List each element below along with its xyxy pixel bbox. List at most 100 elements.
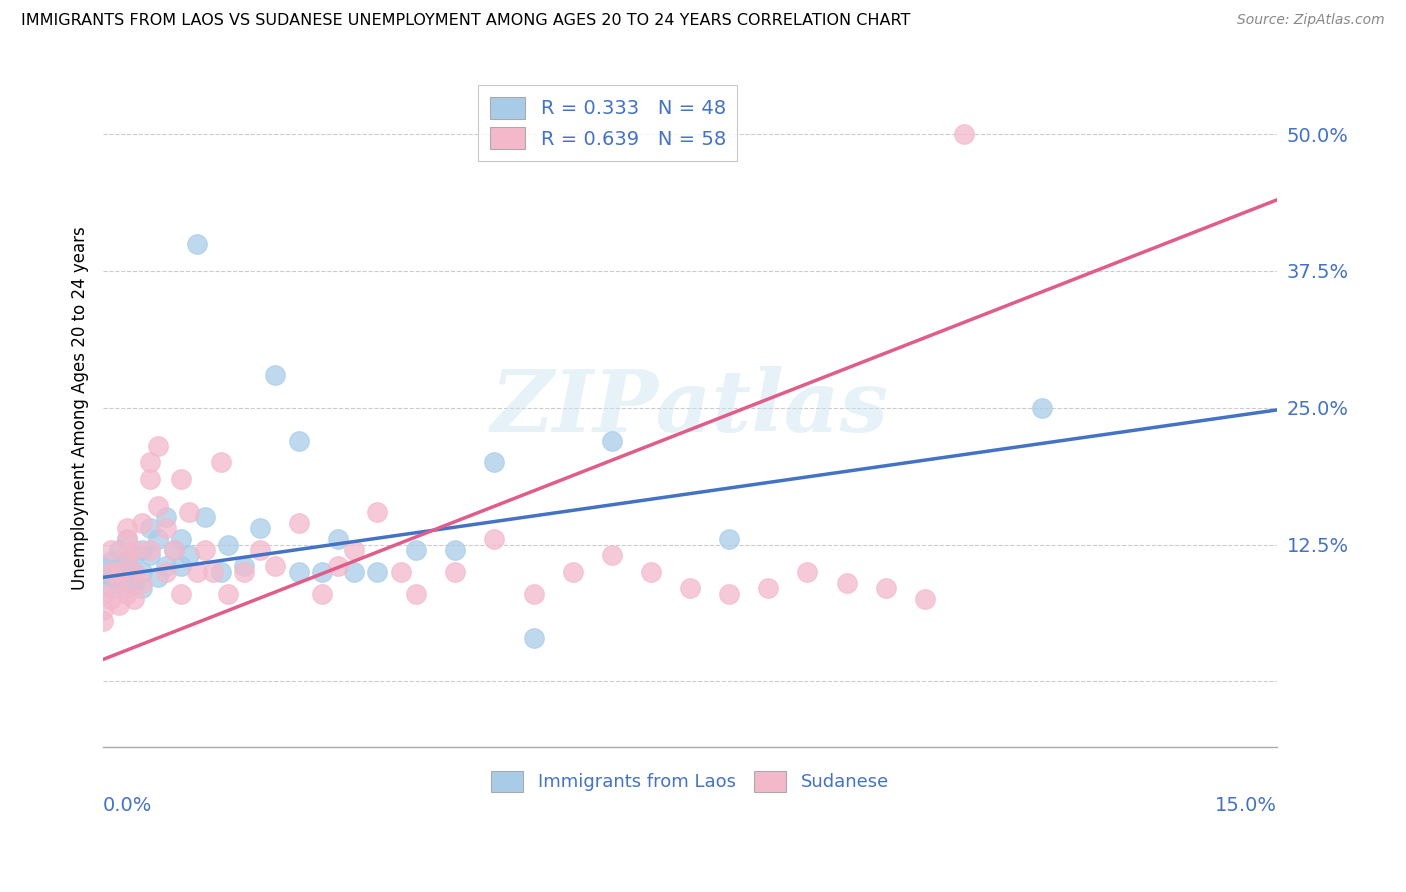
Point bbox=[326, 559, 349, 574]
Point bbox=[405, 543, 427, 558]
Point bbox=[139, 521, 162, 535]
Point bbox=[115, 582, 138, 596]
Point bbox=[209, 565, 232, 579]
Point bbox=[170, 532, 193, 546]
Point bbox=[124, 565, 146, 579]
Point bbox=[155, 559, 177, 574]
Point bbox=[287, 516, 309, 530]
Point bbox=[194, 543, 217, 558]
Point bbox=[366, 505, 388, 519]
Point bbox=[100, 570, 122, 584]
Text: 0.0%: 0.0% bbox=[103, 796, 152, 814]
Point bbox=[170, 472, 193, 486]
Point bbox=[249, 521, 271, 535]
Point bbox=[146, 532, 169, 546]
Point bbox=[389, 565, 412, 579]
Point bbox=[139, 543, 162, 558]
Point bbox=[162, 543, 184, 558]
Point bbox=[162, 543, 184, 558]
Point bbox=[170, 559, 193, 574]
Point bbox=[756, 582, 779, 596]
Point bbox=[522, 587, 544, 601]
Point bbox=[186, 236, 208, 251]
Point bbox=[100, 592, 122, 607]
Text: ZIPatlas: ZIPatlas bbox=[491, 366, 889, 450]
Point bbox=[155, 510, 177, 524]
Point bbox=[124, 565, 146, 579]
Point bbox=[311, 565, 333, 579]
Point bbox=[201, 565, 224, 579]
Text: 15.0%: 15.0% bbox=[1215, 796, 1277, 814]
Point bbox=[155, 521, 177, 535]
Point bbox=[146, 570, 169, 584]
Point bbox=[131, 543, 153, 558]
Point bbox=[249, 543, 271, 558]
Point bbox=[287, 434, 309, 448]
Point bbox=[217, 537, 239, 551]
Point bbox=[640, 565, 662, 579]
Point bbox=[484, 532, 506, 546]
Point bbox=[107, 598, 129, 612]
Point bbox=[179, 505, 201, 519]
Text: IMMIGRANTS FROM LAOS VS SUDANESE UNEMPLOYMENT AMONG AGES 20 TO 24 YEARS CORRELAT: IMMIGRANTS FROM LAOS VS SUDANESE UNEMPLO… bbox=[21, 13, 911, 29]
Point bbox=[217, 587, 239, 601]
Point bbox=[835, 575, 858, 590]
Point bbox=[155, 565, 177, 579]
Point bbox=[131, 582, 153, 596]
Point bbox=[115, 532, 138, 546]
Point bbox=[139, 455, 162, 469]
Point bbox=[91, 587, 114, 601]
Point bbox=[796, 565, 818, 579]
Point bbox=[146, 500, 169, 514]
Point bbox=[115, 549, 138, 563]
Point bbox=[342, 565, 364, 579]
Text: Source: ZipAtlas.com: Source: ZipAtlas.com bbox=[1237, 13, 1385, 28]
Point bbox=[522, 631, 544, 645]
Point bbox=[139, 549, 162, 563]
Point bbox=[131, 575, 153, 590]
Point bbox=[107, 565, 129, 579]
Point bbox=[91, 603, 114, 617]
Point bbox=[100, 554, 122, 568]
Point bbox=[186, 565, 208, 579]
Point bbox=[194, 510, 217, 524]
Point bbox=[115, 521, 138, 535]
Point bbox=[405, 587, 427, 601]
Point bbox=[91, 570, 114, 584]
Point bbox=[100, 565, 122, 579]
Point bbox=[679, 582, 702, 596]
Point bbox=[326, 532, 349, 546]
Point bbox=[179, 549, 201, 563]
Point bbox=[561, 565, 583, 579]
Point bbox=[600, 434, 623, 448]
Point bbox=[91, 614, 114, 628]
Point bbox=[718, 532, 741, 546]
Point bbox=[124, 592, 146, 607]
Point bbox=[342, 543, 364, 558]
Point bbox=[264, 368, 287, 382]
Point bbox=[264, 559, 287, 574]
Point bbox=[115, 587, 138, 601]
Point bbox=[233, 565, 256, 579]
Point bbox=[107, 543, 129, 558]
Point bbox=[100, 582, 122, 596]
Point bbox=[287, 565, 309, 579]
Point bbox=[91, 559, 114, 574]
Point bbox=[600, 549, 623, 563]
Point bbox=[146, 439, 169, 453]
Point bbox=[444, 565, 467, 579]
Point bbox=[875, 582, 897, 596]
Point bbox=[233, 559, 256, 574]
Point bbox=[131, 516, 153, 530]
Point bbox=[953, 127, 976, 141]
Point bbox=[170, 587, 193, 601]
Point bbox=[1031, 401, 1053, 415]
Point bbox=[139, 472, 162, 486]
Point bbox=[107, 559, 129, 574]
Point bbox=[124, 543, 146, 558]
Legend: Immigrants from Laos, Sudanese: Immigrants from Laos, Sudanese bbox=[484, 764, 897, 799]
Point bbox=[366, 565, 388, 579]
Y-axis label: Unemployment Among Ages 20 to 24 years: Unemployment Among Ages 20 to 24 years bbox=[72, 226, 89, 590]
Point bbox=[124, 549, 146, 563]
Point bbox=[100, 543, 122, 558]
